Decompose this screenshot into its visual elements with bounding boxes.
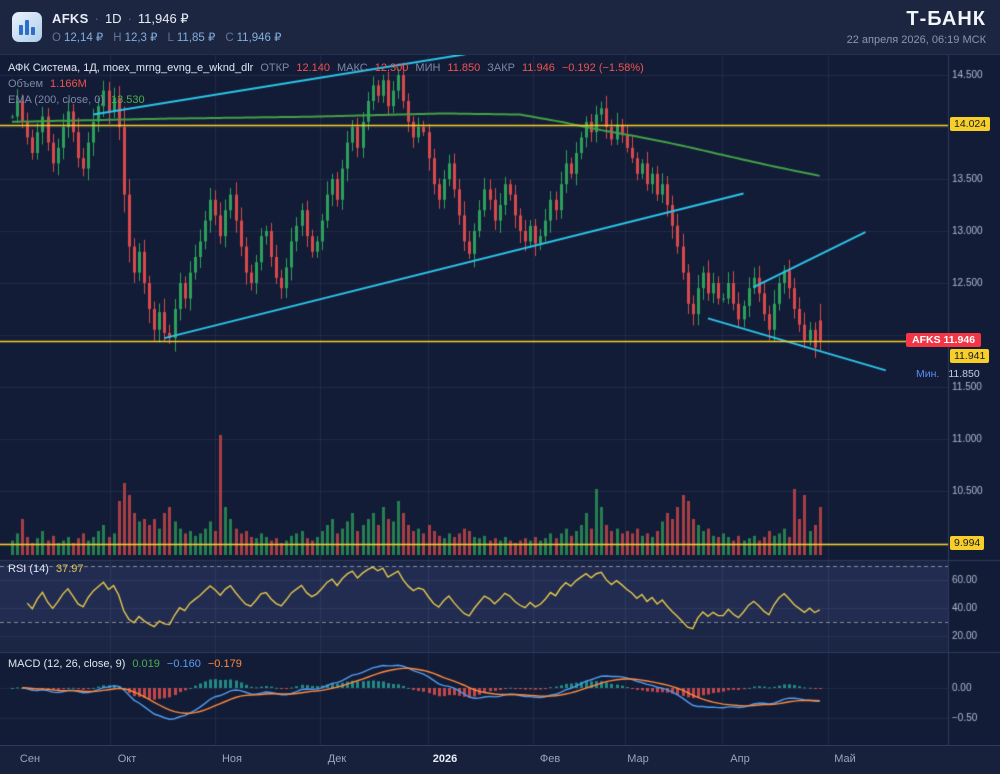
otkr-label: ОТКР	[260, 62, 290, 74]
time-axis-label: Окт	[117, 753, 137, 765]
volume-label: Объем	[8, 78, 44, 90]
timeframe: 1D	[104, 10, 122, 26]
time-axis-label: Ноя	[221, 753, 243, 765]
open-label: О	[52, 31, 61, 44]
ohlc-high: Н 12,3 ₽	[113, 30, 157, 44]
bar-chart-icon	[19, 20, 35, 35]
chart-region: АФК Система, 1Д, moex_mrng_evng_e_wknd_d…	[0, 55, 1000, 745]
time-axis-label: Май	[834, 753, 856, 765]
high-value: 12,3 ₽	[124, 31, 158, 44]
level-label-upper[interactable]: 14.024	[950, 117, 991, 131]
ema-legend[interactable]: EMA (200, close, 0) 13.530	[8, 94, 145, 106]
zakr-value: 11.946	[521, 62, 555, 74]
macd-signal-value: −0.179	[207, 658, 242, 670]
macd-label: MACD (12, 26, close, 9)	[8, 658, 126, 670]
ohlc-open: О 12,14 ₽	[52, 30, 103, 44]
ohlc-row: О 12,14 ₽ Н 12,3 ₽ L 11,85 ₽ С 11,946 ₽	[52, 30, 281, 44]
time-axis-label: Мар	[627, 753, 649, 765]
high-label: Н	[113, 31, 122, 44]
ohlc-close: С 11,946 ₽	[225, 30, 281, 44]
time-axis[interactable]: Сен Окт Ноя Дек 2026 Фев Мар Апр Май	[0, 745, 1000, 774]
low-label: L	[167, 31, 174, 44]
min-value: 11.850	[447, 62, 481, 74]
datetime-label: 22 апреля 2026, 06:19 МСК	[846, 34, 986, 46]
min-marker-row: Мин. 11.850	[916, 367, 980, 381]
ohlc-low: L 11,85 ₽	[167, 30, 215, 44]
time-axis-label: Фев	[539, 753, 561, 765]
close-label: С	[225, 31, 234, 44]
brand-block: Т-БАНК 22 апреля 2026, 06:19 МСК	[847, 8, 986, 46]
separator-dot: ·	[127, 10, 132, 26]
volume-legend[interactable]: Объем 1.166M	[8, 78, 87, 90]
instrument-logo[interactable]	[12, 12, 42, 42]
otkr-value: 12.140	[296, 62, 331, 74]
current-price-label[interactable]: AFKS 11.946	[906, 333, 982, 347]
symbol-row[interactable]: AFKS · 1D · 11,946 ₽	[52, 11, 281, 27]
instrument-title: АФК Система, 1Д, moex_mrng_evng_e_wknd_d…	[8, 62, 254, 74]
low-value: 11,85 ₽	[176, 31, 216, 44]
rsi-label: RSI (14)	[8, 563, 49, 575]
ema-label: EMA (200, close, 0)	[8, 94, 104, 106]
min-label: МИН	[415, 62, 441, 74]
macd-hist-value: 0.019	[132, 658, 160, 670]
time-axis-label: Апр	[730, 753, 750, 765]
time-axis-label: Дек	[327, 753, 347, 765]
open-value: 12,14 ₽	[63, 31, 104, 44]
time-axis-label: 2026	[432, 753, 458, 765]
close-value: 11,946 ₽	[236, 31, 282, 44]
time-axis-label: Сен	[19, 753, 41, 765]
last-price: 11,946 ₽	[137, 10, 189, 26]
price-pane-legend[interactable]: АФК Система, 1Д, moex_mrng_evng_e_wknd_d…	[8, 62, 644, 74]
maks-value: 12.300	[374, 62, 409, 74]
chart-canvas[interactable]	[0, 55, 1000, 745]
macd-line-value: −0.160	[166, 658, 201, 670]
symbol-name: AFKS	[52, 10, 89, 26]
rsi-legend[interactable]: RSI (14) 37.97	[8, 563, 84, 575]
change-value: −0.192 (−1.58%)	[561, 62, 644, 74]
macd-legend[interactable]: MACD (12, 26, close, 9) 0.019 −0.160 −0.…	[8, 658, 242, 670]
maks-label: МАКС	[337, 62, 368, 74]
rsi-value: 37.97	[55, 563, 84, 575]
zakr-label: ЗАКР	[487, 62, 515, 74]
brand-logo: Т-БАНК	[906, 8, 986, 30]
separator-dot: ·	[94, 10, 99, 26]
level-label-mid[interactable]: 11.941	[950, 349, 990, 363]
min-marker-label: Мин.	[916, 368, 940, 380]
min-marker-value: 11.850	[948, 368, 980, 380]
volume-value: 1.166M	[50, 78, 87, 90]
level-label-lower[interactable]: 9.994	[950, 536, 985, 550]
ema-value: 13.530	[111, 94, 145, 106]
price-axis[interactable]	[948, 55, 1000, 745]
